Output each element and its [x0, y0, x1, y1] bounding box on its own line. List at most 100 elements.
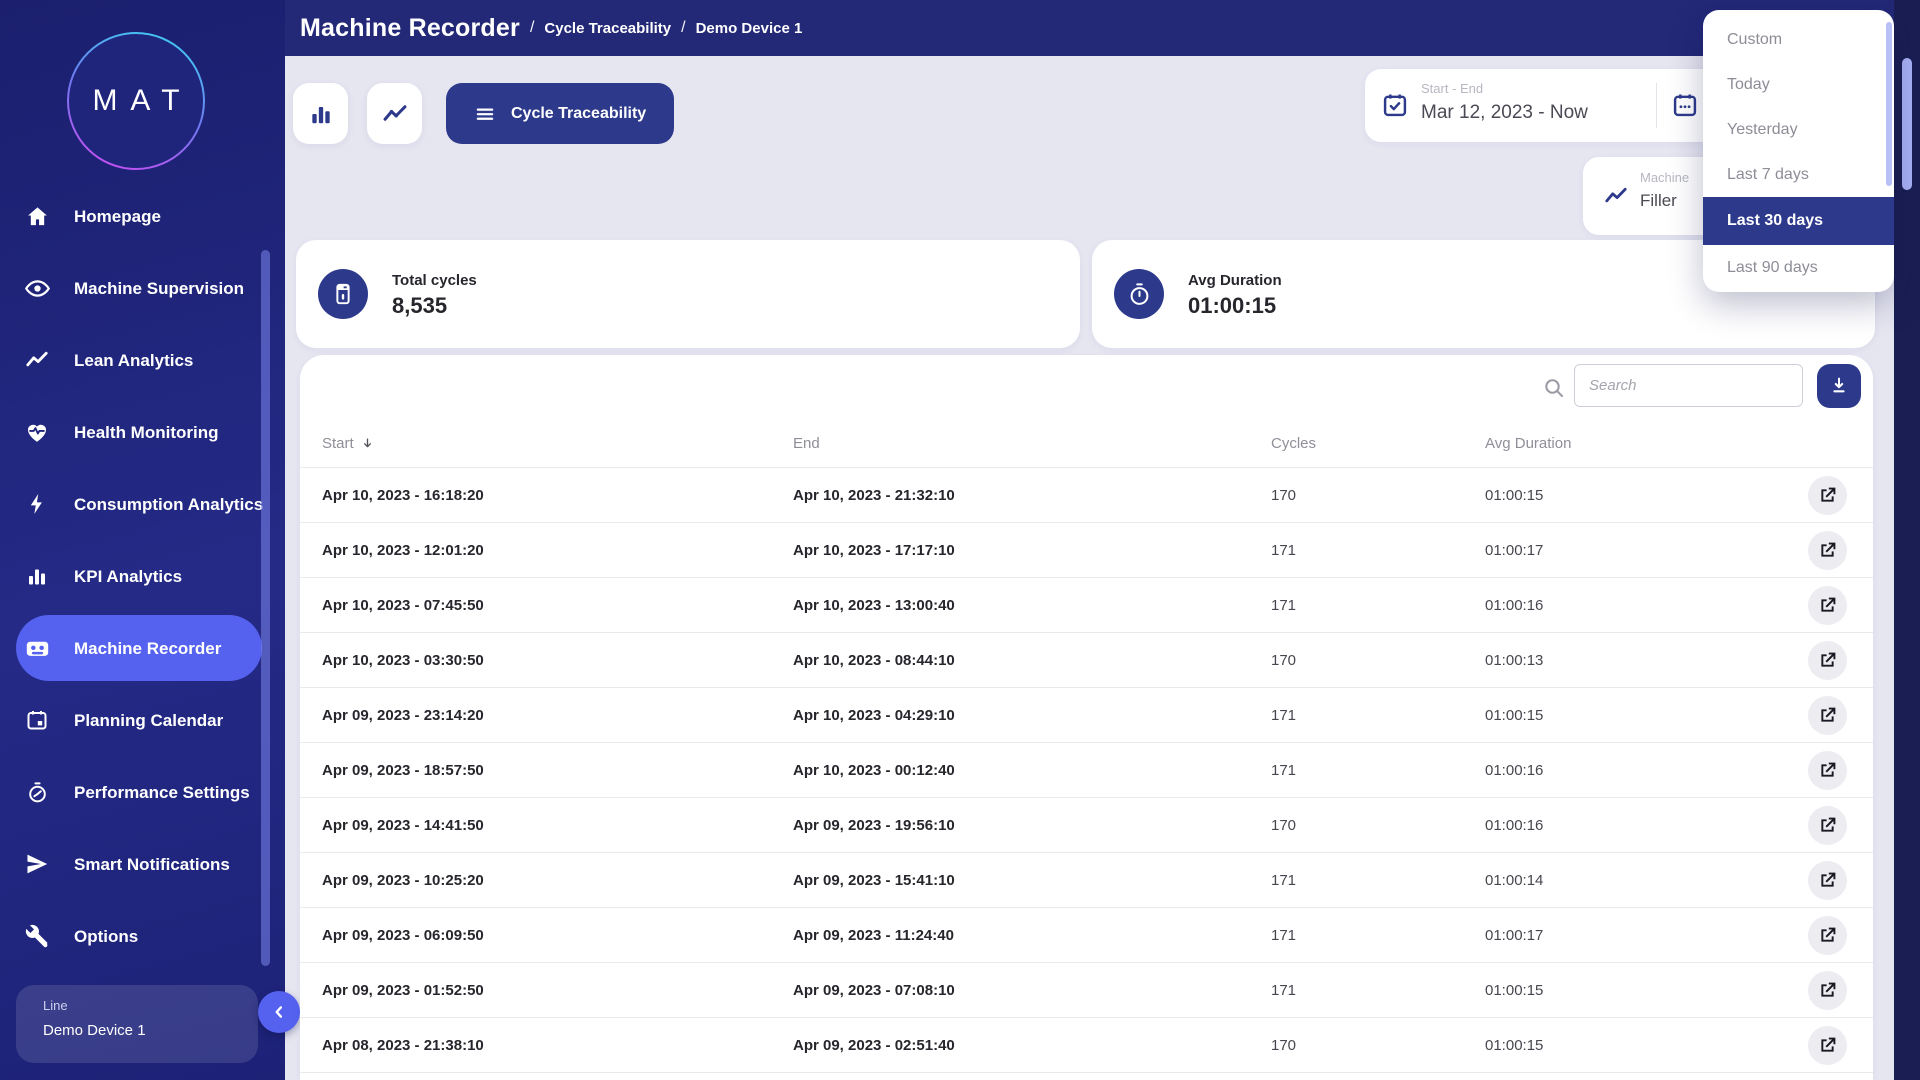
open-details-button[interactable]	[1808, 585, 1847, 625]
cell-start: Apr 09, 2023 - 14:41:50	[322, 816, 484, 834]
column-header-start[interactable]: Start	[322, 435, 793, 452]
table-row: Apr 10, 2023 - 12:01:20 Apr 10, 2023 - 1…	[300, 523, 1873, 578]
open-in-new-icon	[1821, 597, 1836, 612]
sort-desc-icon	[363, 437, 371, 447]
dropdown-option[interactable]: Last 90 days	[1727, 258, 1818, 276]
open-details-button[interactable]	[1808, 475, 1847, 515]
column-header-end[interactable]: End	[793, 434, 820, 452]
cycle-traceability-view-button[interactable]: Cycle Traceability	[446, 83, 675, 144]
sidebar-item-lean-analytics[interactable]: Lean Analytics	[0, 324, 285, 396]
page-scrollbar-track[interactable]	[1894, 0, 1920, 1080]
table-row: Apr 08, 2023 - 21:38:10 Apr 09, 2023 - 0…	[300, 1018, 1873, 1073]
total-cycles-value: 8,535	[392, 293, 448, 318]
chevron-left-icon	[275, 1006, 283, 1018]
open-details-button[interactable]	[1808, 640, 1847, 680]
cell-cycles: 171	[1271, 596, 1297, 614]
sidebar-item-kpi-analytics[interactable]: KPI Analytics	[0, 540, 285, 612]
wrench-icon	[0, 924, 74, 948]
send-icon	[0, 851, 74, 877]
column-header-avg-duration[interactable]: Avg Duration	[1485, 434, 1572, 452]
cell-avg-duration: 01:00:16	[1485, 761, 1544, 779]
calendar-preset-icon[interactable]	[1671, 91, 1699, 124]
cell-end: Apr 09, 2023 - 02:51:40	[793, 1036, 955, 1054]
sidebar-item-homepage[interactable]: Homepage	[0, 180, 285, 252]
breadcrumb-item[interactable]: Cycle Traceability	[544, 19, 672, 37]
open-in-new-icon	[1821, 872, 1836, 887]
open-details-button[interactable]	[1808, 805, 1847, 845]
cell-avg-duration: 01:00:16	[1485, 596, 1544, 614]
open-details-button[interactable]	[1808, 970, 1847, 1010]
cell-end: Apr 10, 2023 - 00:12:40	[793, 761, 955, 779]
sidebar-item-machine-supervision[interactable]: Machine Supervision	[0, 252, 285, 324]
cassette-icon	[0, 635, 74, 662]
sidebar-collapse-button[interactable]	[258, 991, 300, 1033]
breadcrumb-item[interactable]: Demo Device 1	[695, 19, 803, 37]
open-details-button[interactable]	[1808, 530, 1847, 570]
cell-end: Apr 10, 2023 - 17:17:10	[793, 541, 955, 559]
bar-chart-icon	[311, 106, 330, 123]
dropdown-option[interactable]: Custom	[1727, 30, 1783, 48]
device-selector-card[interactable]: Line Demo Device 1	[16, 985, 258, 1063]
dropdown-option[interactable]: Last 7 days	[1727, 165, 1809, 183]
sidebar-item-options[interactable]: Options	[0, 900, 285, 972]
open-details-button[interactable]	[1808, 695, 1847, 735]
search-input[interactable]	[1574, 364, 1803, 407]
open-in-new-icon	[1821, 1037, 1836, 1052]
cell-start: Apr 09, 2023 - 23:14:20	[322, 706, 484, 724]
avg-duration-value: 01:00:15	[1188, 293, 1277, 318]
dropdown-option[interactable]: Yesterday	[1727, 120, 1798, 138]
cell-end: Apr 09, 2023 - 07:08:10	[793, 981, 955, 999]
download-button[interactable]	[1817, 364, 1861, 408]
cell-avg-duration: 01:00:13	[1485, 651, 1544, 669]
cell-cycles: 170	[1271, 1036, 1297, 1054]
sidebar-item-performance-settings[interactable]: Performance Settings	[0, 756, 285, 828]
brand-logo-text: MAT	[92, 84, 193, 117]
sidebar-item-consumption-analytics[interactable]: Consumption Analytics	[0, 468, 285, 540]
heart-pulse-icon	[0, 419, 74, 445]
cell-cycles: 170	[1271, 486, 1297, 504]
cell-cycles: 171	[1271, 706, 1297, 724]
sidebar-item-machine-recorder[interactable]: Machine Recorder	[0, 612, 285, 684]
open-in-new-icon	[1821, 982, 1836, 997]
cell-start: Apr 09, 2023 - 10:25:20	[322, 871, 484, 889]
cell-cycles: 171	[1271, 926, 1297, 944]
eye-icon	[0, 275, 74, 302]
page-scrollbar-thumb[interactable]	[1902, 58, 1912, 190]
machine-filter-value: Filler	[1640, 191, 1677, 210]
counter-icon	[318, 269, 368, 319]
cell-end: Apr 09, 2023 - 19:56:10	[793, 816, 955, 834]
cell-avg-duration: 01:00:15	[1485, 981, 1544, 999]
cell-cycles: 171	[1271, 981, 1297, 999]
cell-avg-duration: 01:00:16	[1485, 816, 1544, 834]
open-in-new-icon	[1821, 927, 1836, 942]
dropdown-option[interactable]: Last 30 days	[1703, 197, 1894, 245]
bar-chart-view-button[interactable]	[293, 83, 348, 144]
home-icon	[0, 204, 74, 229]
table-row: Apr 10, 2023 - 07:45:50 Apr 10, 2023 - 1…	[300, 578, 1873, 633]
table-row: Apr 09, 2023 - 18:57:50 Apr 10, 2023 - 0…	[300, 743, 1873, 798]
calendar-icon	[0, 708, 74, 732]
avg-duration-label: Avg Duration	[1188, 272, 1282, 289]
open-details-button[interactable]	[1808, 1025, 1847, 1065]
open-in-new-icon	[1821, 487, 1836, 502]
brand-logo: MAT	[67, 32, 205, 170]
trend-icon	[1603, 183, 1629, 214]
sidebar-item-health-monitoring[interactable]: Health Monitoring	[0, 396, 285, 468]
table-row: Apr 09, 2023 - 14:41:50 Apr 09, 2023 - 1…	[300, 798, 1873, 853]
line-chart-view-button[interactable]	[367, 83, 422, 144]
cell-avg-duration: 01:00:15	[1485, 706, 1544, 724]
open-details-button[interactable]	[1808, 750, 1847, 790]
sidebar-item-planning-calendar[interactable]: Planning Calendar	[0, 684, 285, 756]
date-range-value: Mar 12, 2023 - Now	[1421, 102, 1588, 123]
open-details-button[interactable]	[1808, 860, 1847, 900]
dropdown-option[interactable]: Today	[1727, 75, 1770, 93]
column-header-cycles[interactable]: Cycles	[1271, 434, 1317, 452]
cell-end: Apr 09, 2023 - 11:24:40	[793, 926, 954, 944]
sidebar-item-smart-notifications[interactable]: Smart Notifications	[0, 828, 285, 900]
dropdown-scrollbar-thumb[interactable]	[1886, 22, 1892, 186]
calendar-check-icon	[1381, 91, 1409, 124]
open-details-button[interactable]	[1808, 915, 1847, 955]
sidebar-scrollbar[interactable]	[261, 250, 270, 966]
breadcrumb-separator: /	[529, 19, 535, 36]
